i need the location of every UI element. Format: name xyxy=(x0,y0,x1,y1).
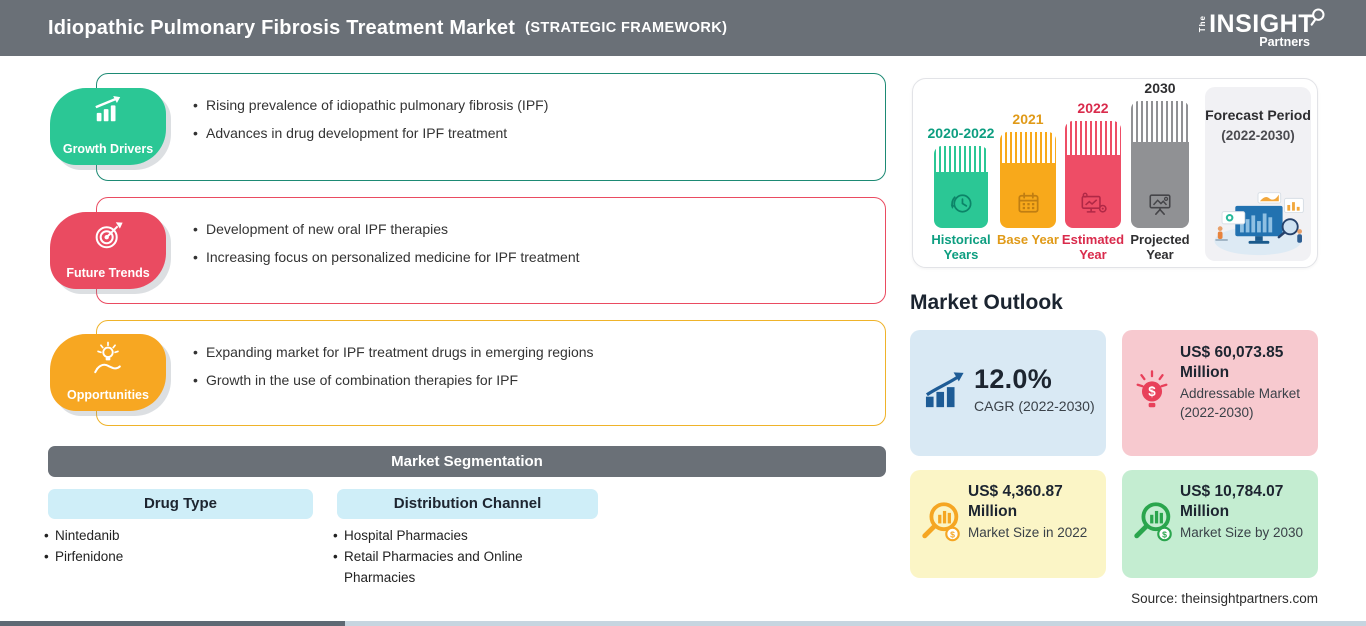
opportunity-item: Expanding market for IPF treatment drugs… xyxy=(193,342,853,362)
growth-arrow-chart-icon xyxy=(925,372,964,408)
page-subtitle: (STRATEGIC FRAMEWORK) xyxy=(525,20,728,36)
drug-type-header: Drug Type xyxy=(48,489,313,519)
forecast-period-title: Forecast Period xyxy=(1205,107,1311,123)
historical-years-range: 2020-2022 xyxy=(927,125,995,141)
market-outlook-title: Market Outlook xyxy=(910,291,1063,314)
future-trends-label: Future Trends xyxy=(66,266,150,280)
monitor-analytics-icon xyxy=(1081,192,1107,213)
market-segmentation-header: Market Segmentation xyxy=(48,446,886,477)
growth-driver-item: Advances in drug development for IPF tre… xyxy=(193,123,853,143)
drug-type-list: Nintedanib Pirfenidone xyxy=(44,525,294,567)
forecast-period-range: (2022-2030) xyxy=(1221,128,1295,143)
future-trends-badge: Future Trends xyxy=(50,212,166,289)
logo-the-text: The xyxy=(1198,14,1208,33)
target-dart-icon xyxy=(95,222,123,249)
growth-drivers-box: Rising prevalence of idiopathic pulmonar… xyxy=(96,73,886,181)
projected-year-value: 2030 xyxy=(1144,80,1176,96)
svg-text:$: $ xyxy=(1148,384,1156,399)
growth-chart-icon xyxy=(95,95,121,122)
forecast-period-panel: Forecast Period (2022-2030) xyxy=(1205,87,1311,261)
bottom-strip-light xyxy=(345,621,1366,626)
estimated-year-bar xyxy=(1065,121,1121,228)
base-year-value: 2021 xyxy=(1012,111,1044,127)
distribution-channel-header: Distribution Channel xyxy=(337,489,598,519)
cagr-value: 12.0% xyxy=(974,364,1053,394)
clock-history-icon xyxy=(950,194,972,213)
bulb-dollar-icon: $ xyxy=(1136,370,1168,408)
magnifier-chart-icon: $ xyxy=(1134,502,1172,542)
market-size-2030-value: US$ 10,784.07 Million xyxy=(1180,483,1284,520)
list-item: Nintedanib xyxy=(44,525,294,546)
source-attribution: Source: theinsightpartners.com xyxy=(1131,591,1318,606)
estimated-year-label: Estimated Year xyxy=(1061,232,1125,262)
svg-text:$: $ xyxy=(1162,529,1167,539)
market-size-2022-card: $ US$ 4,360.87 Million Market Size in 20… xyxy=(910,470,1106,578)
list-item: Hospital Pharmacies xyxy=(333,525,538,546)
base-year-bar xyxy=(1000,132,1056,228)
opportunities-label: Opportunities xyxy=(67,388,149,402)
historical-years-label: Historical Years xyxy=(931,232,991,262)
opportunities-badge: Opportunities xyxy=(50,334,166,411)
bottom-strip-dark xyxy=(0,621,345,626)
page-title: Idiopathic Pulmonary Fibrosis Treatment … xyxy=(48,16,516,39)
magnifier-chart-icon: $ xyxy=(922,502,960,542)
future-trend-item: Development of new oral IPF therapies xyxy=(193,219,853,239)
estimated-year-value: 2022 xyxy=(1077,100,1109,116)
calendar-icon xyxy=(1017,192,1039,213)
addressable-market-card: $ US$ 60,073.85 Million Addressable Mark… xyxy=(1122,330,1318,456)
market-size-2022-desc: Market Size in 2022 xyxy=(968,525,1088,540)
growth-drivers-label: Growth Drivers xyxy=(62,142,154,156)
future-trend-item: Increasing focus on personalized medicin… xyxy=(193,247,853,267)
presentation-chart-icon xyxy=(1149,194,1171,216)
logo-insight-text: INSIGHT xyxy=(1209,9,1314,38)
addressable-market-value: US$ 60,073.85 Million xyxy=(1180,344,1284,381)
analytics-illustration xyxy=(1214,192,1304,256)
projected-year-bar xyxy=(1131,101,1189,228)
distribution-channel-list: Hospital Pharmacies Retail Pharmacies an… xyxy=(333,525,538,588)
future-trends-box: Development of new oral IPF therapies In… xyxy=(96,197,886,304)
magnifier-icon xyxy=(1310,8,1325,26)
growth-drivers-badge: Growth Drivers xyxy=(50,88,166,165)
svg-text:$: $ xyxy=(950,529,955,539)
list-item: Pirfenidone xyxy=(44,546,294,567)
base-year-label: Base Year xyxy=(997,232,1059,247)
projected-year-label: Projected Year xyxy=(1130,232,1190,262)
list-item: Retail Pharmacies and Online Pharmacies xyxy=(333,546,538,588)
header-bar: Idiopathic Pulmonary Fibrosis Treatment … xyxy=(0,0,1366,56)
insight-partners-logo: The INSIGHT Partners xyxy=(1198,8,1326,49)
growth-driver-item: Rising prevalence of idiopathic pulmonar… xyxy=(193,95,853,115)
market-size-2030-desc: Market Size by 2030 xyxy=(1180,525,1304,540)
historical-years-bar xyxy=(934,146,988,228)
opportunities-box: Expanding market for IPF treatment drugs… xyxy=(96,320,886,426)
logo-partners-text: Partners xyxy=(1259,34,1310,49)
timeline-card: 2020-2022 2021 2022 2030 xyxy=(912,78,1318,268)
addressable-market-desc: Addressable Market (2022-2030) xyxy=(1180,386,1301,420)
cagr-card: 12.0% CAGR (2022-2030) xyxy=(910,330,1106,456)
market-size-2022-value: US$ 4,360.87 Million xyxy=(968,483,1063,520)
market-size-2030-card: $ US$ 10,784.07 Million Market Size by 2… xyxy=(1122,470,1318,578)
opportunity-item: Growth in the use of combination therapi… xyxy=(193,370,853,390)
cagr-desc: CAGR (2022-2030) xyxy=(974,398,1095,414)
bulb-hand-icon xyxy=(94,341,121,374)
